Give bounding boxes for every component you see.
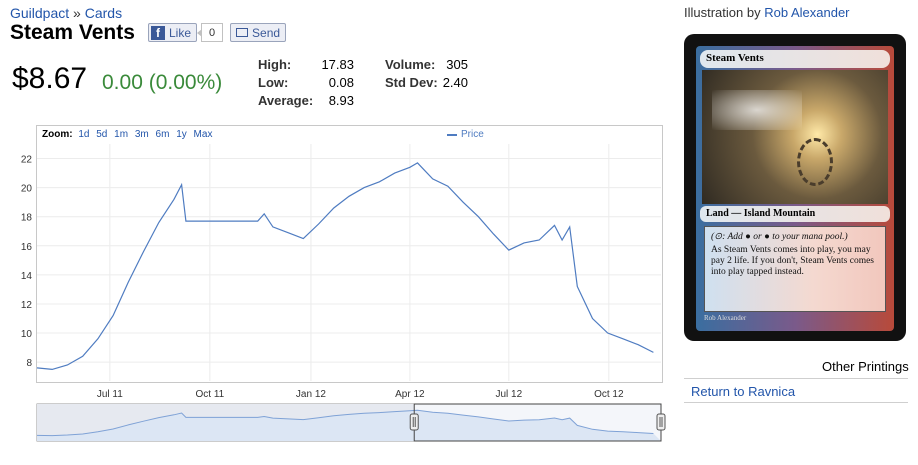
low-value: 0.08 bbox=[328, 75, 354, 90]
x-tick-label: Oct 11 bbox=[195, 389, 224, 400]
other-printings-heading: Other Printings bbox=[822, 359, 909, 374]
card-type-line: Land — Island Mountain bbox=[700, 206, 890, 222]
like-count: 0 bbox=[197, 23, 224, 42]
card-artist-credit: Rob Alexander bbox=[704, 314, 747, 322]
y-tick-label: 14 bbox=[21, 271, 33, 282]
y-tick-label: 16 bbox=[21, 242, 33, 253]
gear-wheel bbox=[797, 138, 833, 186]
social-buttons: f Like 0 Send bbox=[148, 23, 287, 42]
x-tick-label: Apr 12 bbox=[395, 389, 425, 400]
send-label: Send bbox=[252, 25, 281, 40]
price-change: 0.00 (0.00%) bbox=[102, 71, 223, 94]
facebook-icon: f bbox=[151, 25, 165, 40]
navigator-unselected-shade bbox=[37, 404, 415, 441]
legend-swatch bbox=[447, 133, 457, 136]
steam-vapor bbox=[712, 90, 802, 130]
stats-right: Volume: 305 Std Dev: 2.40 bbox=[385, 56, 468, 92]
card-text-box: (⊙: Add ● or ● to your mana pool.) As St… bbox=[704, 226, 886, 312]
envelope-icon bbox=[236, 28, 249, 37]
zoom-max[interactable]: Max bbox=[193, 129, 213, 140]
navigator-line bbox=[36, 409, 654, 437]
high-label: High: bbox=[258, 57, 292, 72]
zoom-label: Zoom: bbox=[42, 129, 73, 140]
volume-label: Volume: bbox=[385, 57, 436, 72]
low-label: Low: bbox=[258, 75, 289, 90]
breadcrumb: Guildpact » Cards bbox=[10, 5, 122, 21]
navigator-left-handle[interactable] bbox=[409, 413, 419, 431]
card-name: Steam Vents bbox=[700, 50, 890, 68]
navigator-track bbox=[36, 403, 662, 442]
chart-legend: Price bbox=[447, 129, 484, 140]
card-image: Steam Vents Land — Island Mountain (⊙: A… bbox=[684, 34, 906, 341]
high-value: 17.83 bbox=[321, 57, 354, 72]
breadcrumb-guildpact-link[interactable]: Guildpact bbox=[10, 5, 70, 21]
zoom-5d[interactable]: 5d bbox=[96, 129, 108, 140]
facebook-like-button[interactable]: f Like bbox=[148, 23, 198, 42]
divider bbox=[684, 402, 908, 403]
zoom-6m[interactable]: 6m bbox=[155, 129, 170, 140]
y-tick-label: 20 bbox=[21, 184, 33, 195]
like-label: Like bbox=[169, 25, 192, 40]
y-tick-label: 22 bbox=[21, 155, 33, 166]
y-tick-label: 12 bbox=[21, 300, 33, 311]
breadcrumb-separator: » bbox=[73, 5, 81, 21]
navigator-selection bbox=[413, 403, 662, 442]
zoom-1y[interactable]: 1y bbox=[176, 129, 187, 140]
zoom-1m[interactable]: 1m bbox=[114, 129, 129, 140]
card-mana-text: (⊙: Add ● or ● to your mana pool.) bbox=[711, 232, 848, 242]
current-price: $8.67 bbox=[12, 62, 88, 95]
facebook-send-button[interactable]: Send bbox=[230, 23, 287, 42]
illustration-credit: Illustration by Rob Alexander bbox=[684, 5, 850, 20]
y-tick-label: 18 bbox=[21, 213, 33, 224]
x-tick-label: Oct 12 bbox=[594, 389, 624, 400]
artist-link[interactable]: Rob Alexander bbox=[764, 5, 850, 20]
x-tick-label: Jul 12 bbox=[495, 389, 522, 400]
stddev-label: Std Dev: bbox=[385, 75, 438, 90]
stddev-value: 2.40 bbox=[442, 75, 468, 90]
zoom-3m[interactable]: 3m bbox=[134, 129, 149, 140]
navigator-right-handle[interactable] bbox=[656, 413, 666, 431]
y-tick-label: 8 bbox=[26, 358, 32, 369]
zoom-1d[interactable]: 1d bbox=[78, 129, 90, 140]
breadcrumb-cards-link[interactable]: Cards bbox=[84, 5, 123, 21]
average-label: Average: bbox=[258, 93, 314, 108]
card-artwork bbox=[702, 70, 888, 204]
legend-price-label: Price bbox=[461, 129, 484, 140]
x-tick-label: Jan 12 bbox=[296, 389, 326, 400]
navigator-area bbox=[37, 410, 661, 441]
stats-left: High: 17.83 Low: 0.08 Average: 8.93 bbox=[258, 56, 354, 110]
price-chart: Zoom: 1d 5d 1m 3m 6m 1y Max Price bbox=[36, 125, 663, 383]
y-tick-label: 10 bbox=[21, 329, 33, 340]
page-title: Steam Vents bbox=[10, 21, 135, 44]
volume-value: 305 bbox=[446, 57, 468, 72]
zoom-bar: Zoom: 1d 5d 1m 3m 6m 1y Max bbox=[37, 126, 662, 144]
card-rules-text: As Steam Vents comes into play, you may … bbox=[711, 245, 875, 277]
printing-return-to-ravnica[interactable]: Return to Ravnica bbox=[691, 384, 796, 399]
divider bbox=[684, 378, 908, 379]
x-tick-label: Jul 11 bbox=[97, 389, 123, 400]
illustration-label: Illustration by bbox=[684, 5, 761, 20]
average-value: 8.93 bbox=[328, 93, 354, 108]
